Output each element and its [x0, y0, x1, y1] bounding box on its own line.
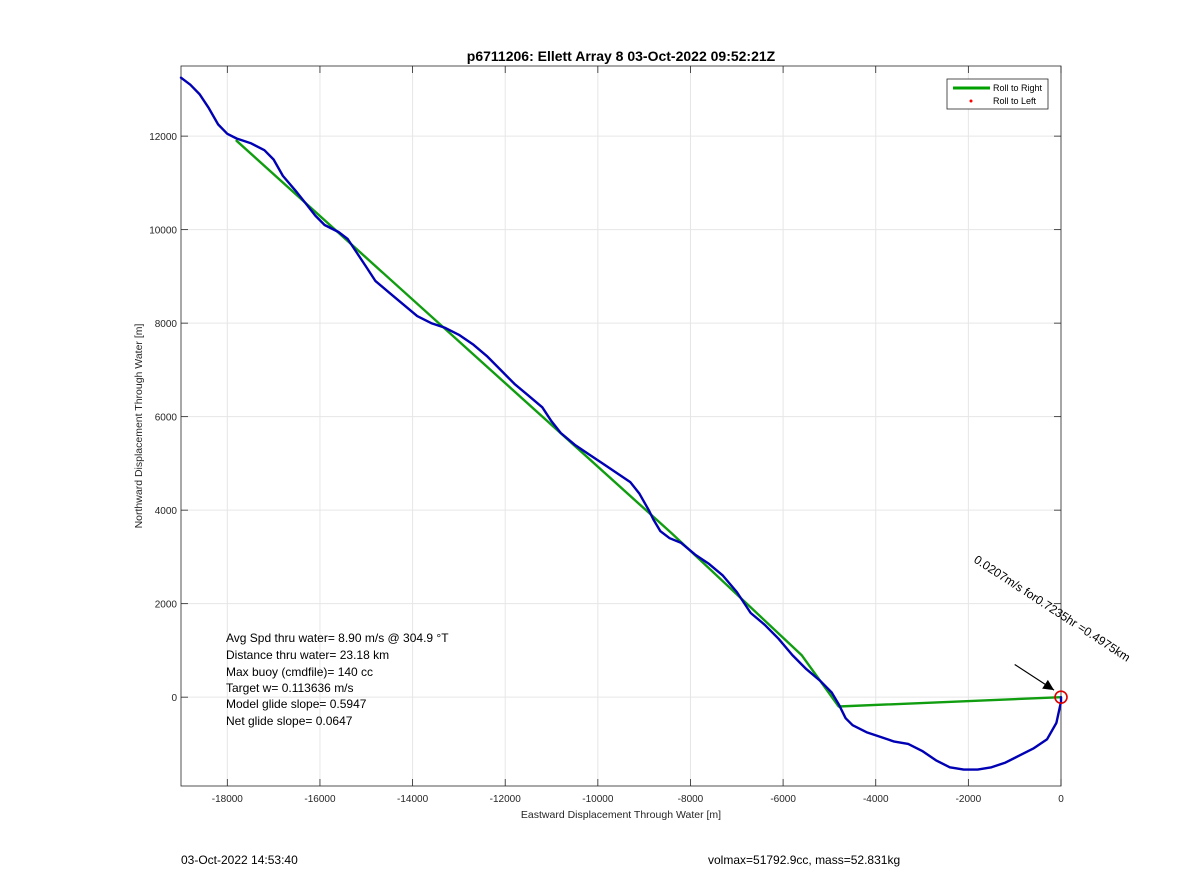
end-position-marker [1054, 690, 1068, 704]
y-tick-label: 4000 [155, 506, 178, 517]
x-tick-label: -10000 [582, 794, 614, 805]
legend-roll-left-label: Roll to Left [993, 96, 1037, 106]
annotation-distance: Distance thru water= 23.18 km [226, 648, 389, 662]
axes-box [180, 65, 1062, 787]
y-axis-label: Northward Displacement Through Water [m] [133, 324, 145, 529]
footer-volmax-mass: volmax=51792.9cc, mass=52.831kg [708, 853, 901, 867]
y-tick-label: 2000 [155, 600, 178, 611]
x-tick-label: -12000 [490, 794, 522, 805]
x-tick-label: -4000 [863, 794, 889, 805]
y-tick-label: 10000 [149, 226, 177, 237]
x-tick-label: -2000 [956, 794, 982, 805]
x-tick-label: -18000 [212, 794, 244, 805]
y-tick-label: 12000 [149, 132, 177, 143]
chart-title: p6711206: Ellett Array 8 03-Oct-2022 09:… [467, 48, 776, 64]
legend-roll-left-swatch [969, 99, 973, 103]
y-tick-label: 6000 [155, 413, 178, 424]
x-tick-label: -14000 [397, 794, 429, 805]
annotation-target-w: Target w= 0.113636 m/s [226, 681, 354, 695]
x-tick-label: -8000 [678, 794, 704, 805]
legend: Roll to Right Roll to Left [946, 78, 1049, 110]
annotation-model-glide: Model glide slope= 0.5947 [226, 697, 367, 711]
y-tick-label: 0 [171, 693, 177, 704]
annotation-net-glide: Net glide slope= 0.0647 [226, 714, 353, 728]
annotation-avg-speed: Avg Spd thru water= 8.90 m/s @ 304.9 °T [226, 631, 449, 645]
x-tick-label: -16000 [304, 794, 336, 805]
x-tick-label: -6000 [770, 794, 796, 805]
footer-timestamp: 03-Oct-2022 14:53:40 [181, 853, 298, 867]
series-track-line [179, 76, 1063, 771]
stats-annotations: Avg Spd thru water= 8.90 m/s @ 304.9 °T … [226, 631, 449, 728]
x-tick-label: 0 [1058, 794, 1064, 805]
current-arrow-head [1042, 679, 1055, 691]
annotation-max-buoy: Max buoy (cmdfile)= 140 cc [226, 665, 373, 679]
series-roll-right-line [235, 139, 1063, 708]
legend-roll-right-label: Roll to Right [993, 83, 1043, 93]
current-arrow-label: 0.0207m/s for0.7235hr =0.4975km [971, 552, 1133, 664]
y-tick-label: 8000 [155, 319, 178, 330]
legend-box [946, 78, 1049, 110]
x-axis-label: Eastward Displacement Through Water [m] [521, 809, 721, 821]
